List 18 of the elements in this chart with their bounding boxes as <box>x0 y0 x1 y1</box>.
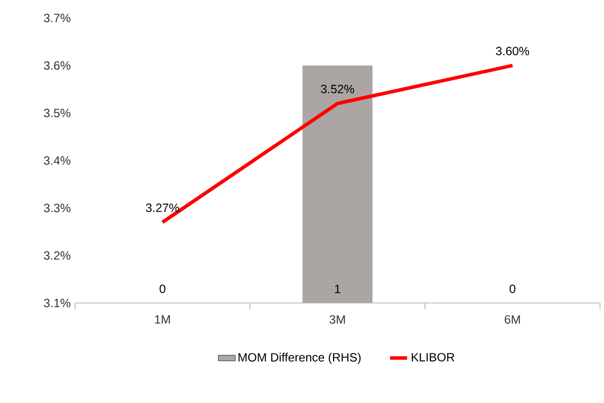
data-label: 0 <box>510 284 516 294</box>
y-tick-label: 3.1% <box>44 298 70 308</box>
y-tick-label: 3.4% <box>44 156 70 165</box>
y-tick-label: 3.2% <box>44 251 70 260</box>
data-label: 3.60% <box>496 46 530 56</box>
x-tick-label: 1M <box>155 315 170 324</box>
y-tick-label: 3.7% <box>44 14 70 22</box>
x-tick-label: 3M <box>330 315 345 324</box>
data-label: 0 <box>160 284 166 294</box>
legend-label: MOM Difference (RHS) <box>238 352 361 364</box>
x-tick-label: 6M <box>504 315 520 324</box>
data-label: 1 <box>335 284 340 294</box>
legend-label: KLIBOR <box>412 352 454 362</box>
y-tick-label: 3.5% <box>44 108 70 118</box>
y-tick-label: 3.3% <box>44 204 70 212</box>
data-label: 3.52% <box>320 84 354 94</box>
y-tick-label: 3.6% <box>44 61 70 70</box>
data-label: 3.27% <box>146 204 180 212</box>
